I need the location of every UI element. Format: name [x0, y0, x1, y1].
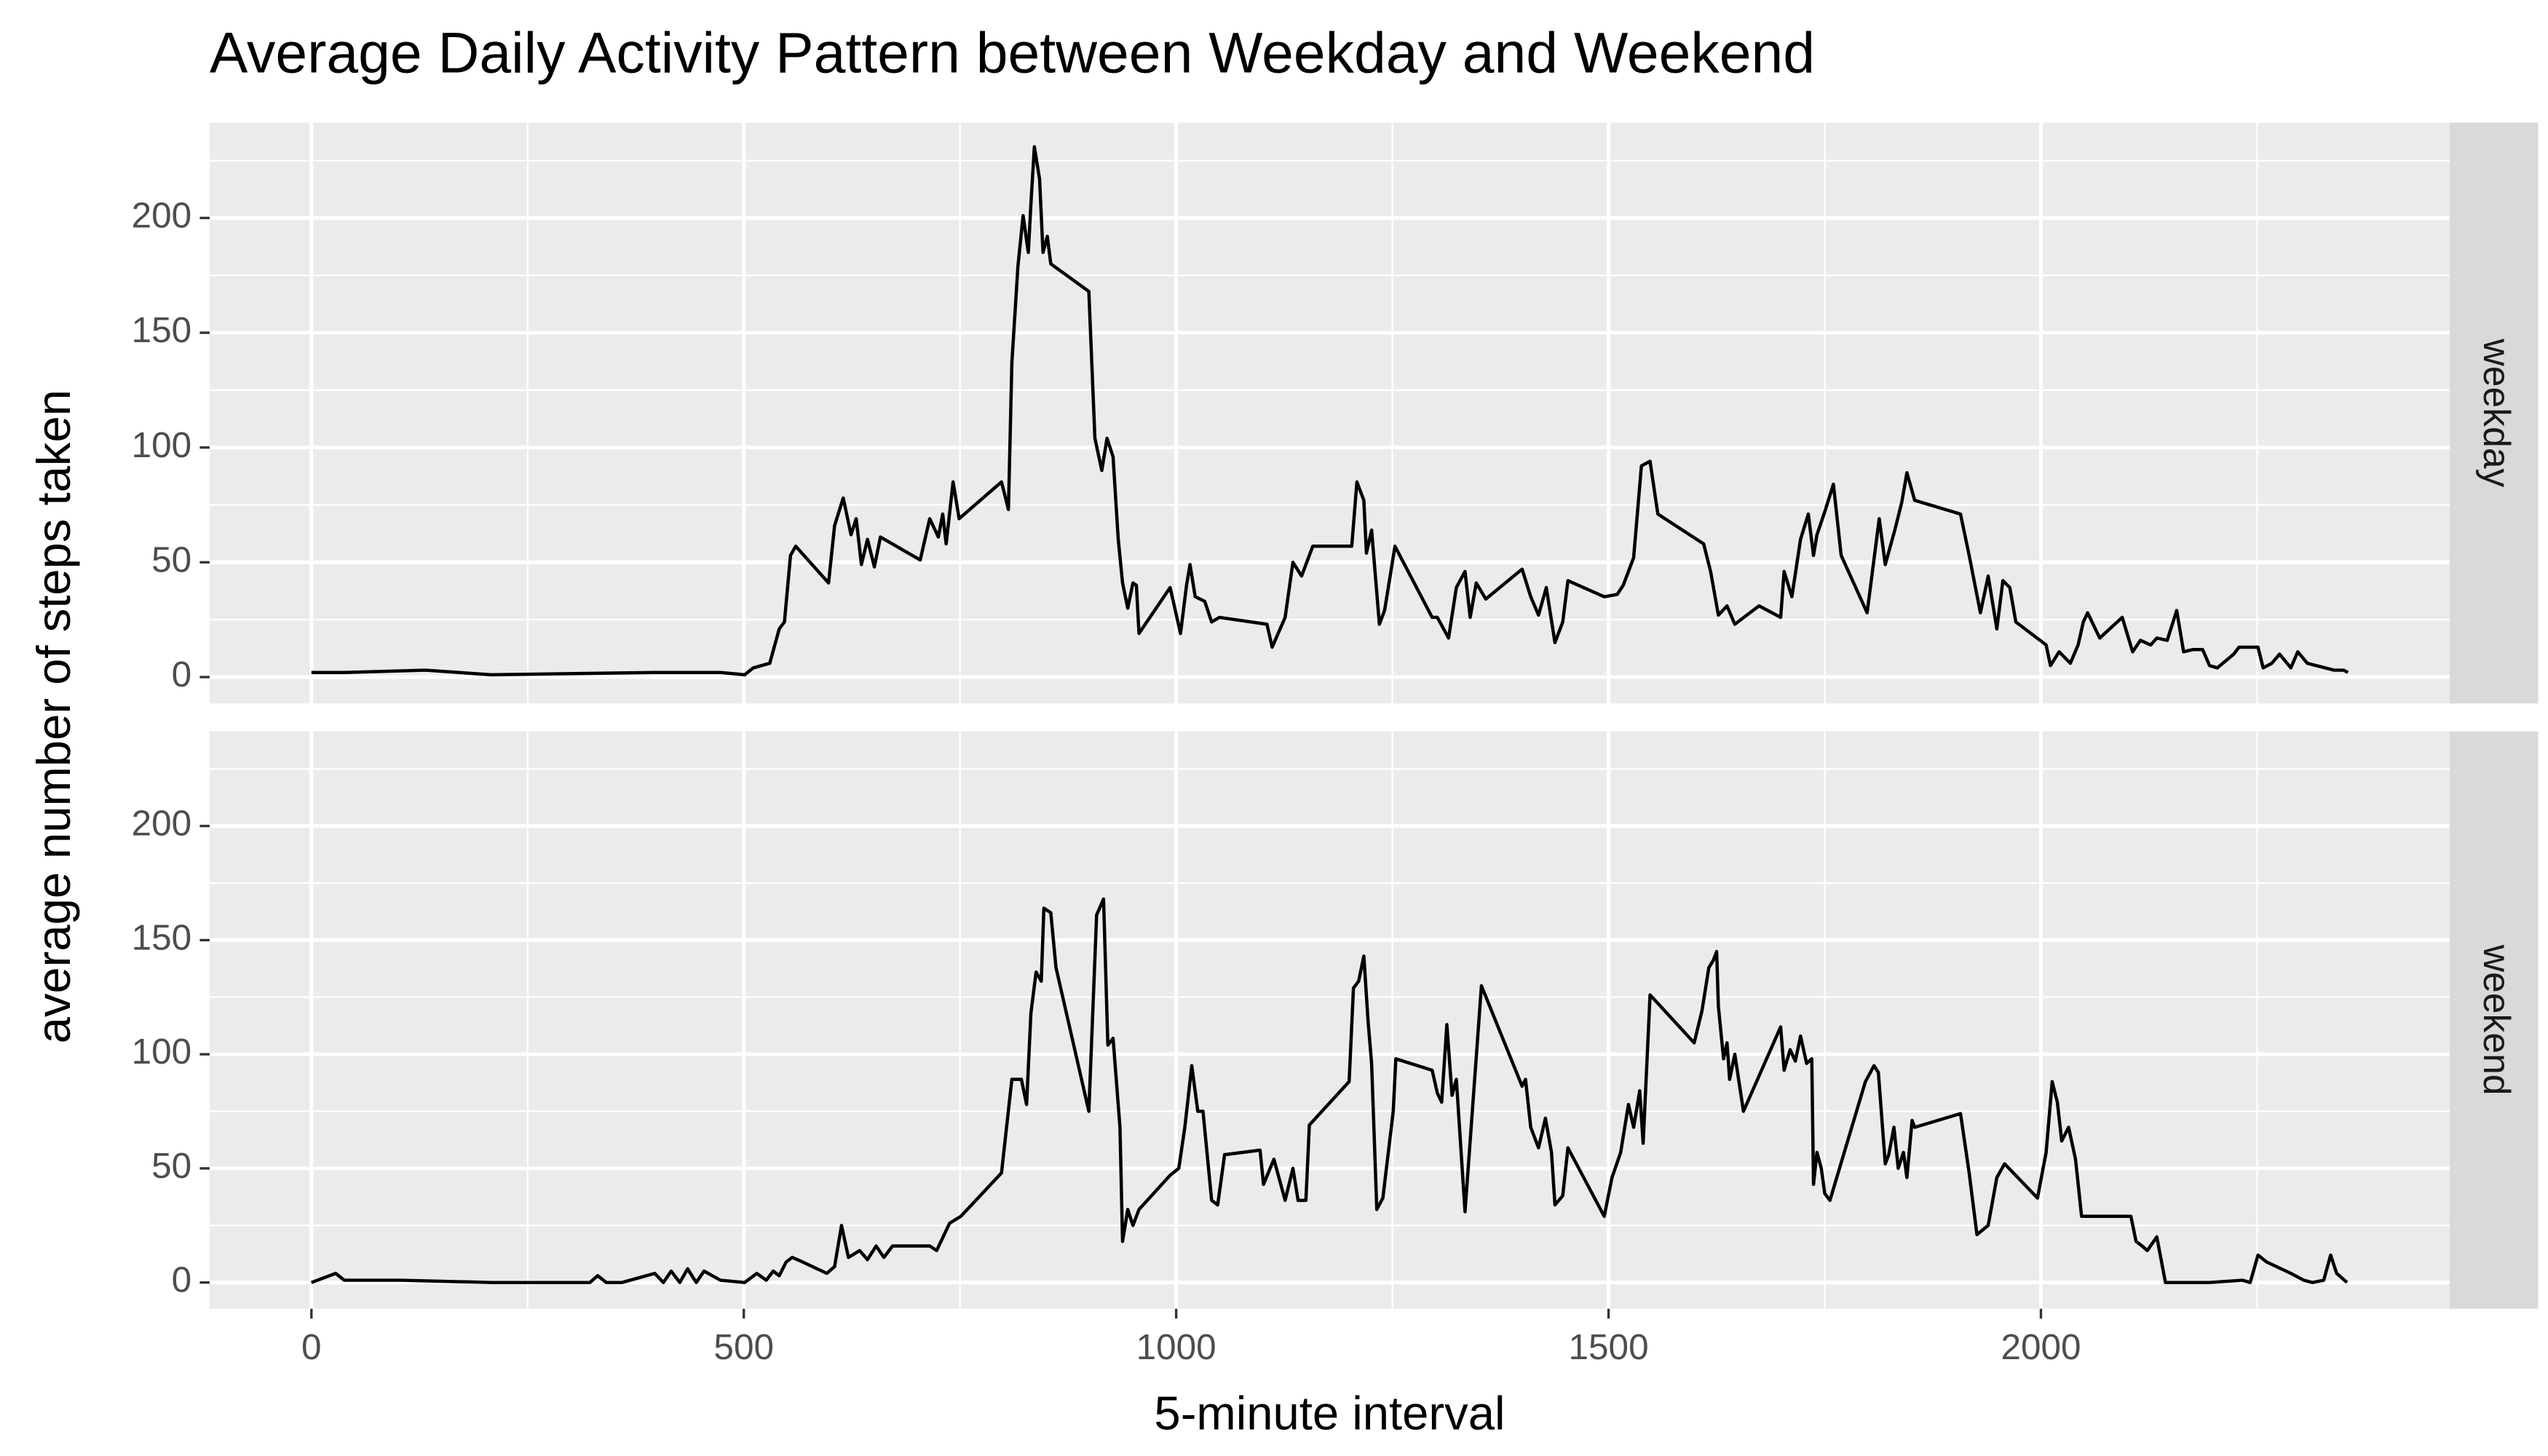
facet-label: weekend [2476, 944, 2518, 1096]
y-tick-label: 150 [132, 310, 192, 350]
y-tick-label: 0 [172, 1260, 192, 1300]
x-tick-label: 500 [713, 1327, 774, 1367]
facet-strip [2450, 731, 2539, 1309]
x-tick-label: 2000 [2001, 1327, 2081, 1367]
data-line [311, 145, 2349, 677]
panel-background [209, 122, 2450, 704]
panel-background [209, 731, 2450, 1309]
y-tick-label: 100 [132, 425, 192, 465]
x-axis-label: 5-minute interval [1154, 1386, 1505, 1439]
y-tick-label: 200 [132, 195, 192, 235]
x-tick-label: 1500 [1569, 1327, 1649, 1367]
y-tick-label: 50 [151, 539, 191, 579]
y-axis-label: average number of steps taken [27, 389, 80, 1043]
y-tick-label: 100 [132, 1032, 192, 1072]
facet-strip [2450, 122, 2539, 704]
y-tick-label: 200 [132, 804, 192, 844]
y-tick-label: 0 [172, 654, 192, 695]
data-line [310, 897, 2349, 1284]
x-tick-label: 1000 [1136, 1327, 1216, 1367]
y-tick-label: 150 [132, 917, 192, 957]
x-tick-label: 0 [301, 1327, 322, 1367]
chart-title: Average Daily Activity Pattern between W… [210, 20, 1815, 84]
facet-label: weekday [2476, 338, 2518, 487]
y-tick-label: 50 [151, 1146, 191, 1186]
